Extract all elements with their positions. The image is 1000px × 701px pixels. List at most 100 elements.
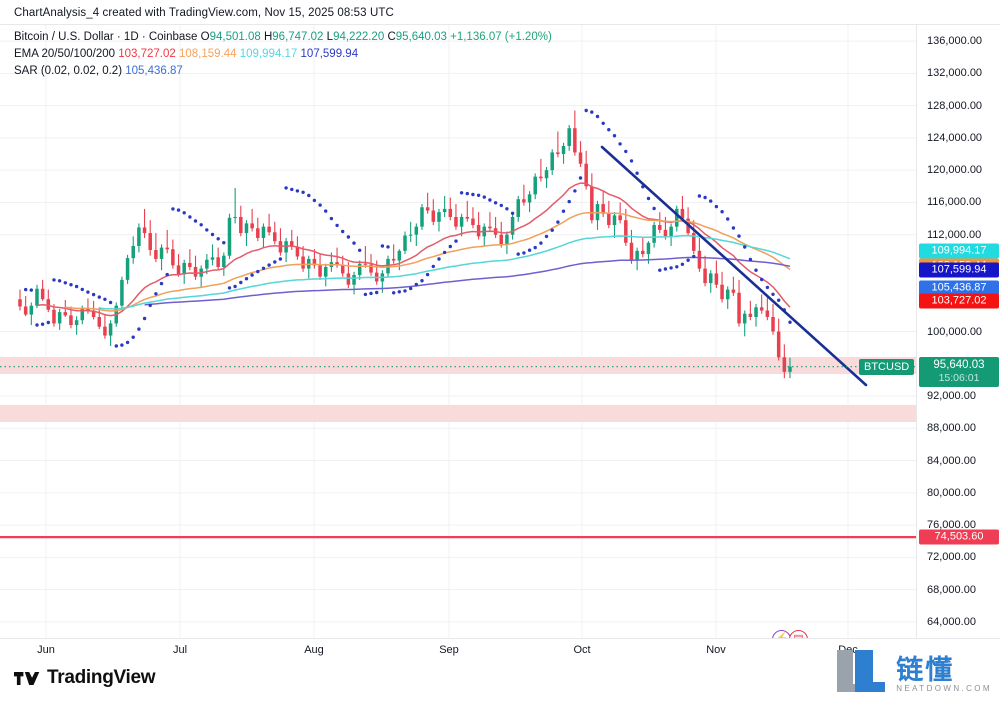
sar-dot: [358, 248, 362, 252]
candle-body: [408, 234, 413, 236]
sar-dot: [482, 195, 486, 199]
legend-ema50-value: 108,159.44: [179, 48, 237, 60]
legend-close-value: 95,640.03: [395, 31, 447, 43]
candle-body: [618, 215, 622, 221]
candle-body: [788, 366, 792, 372]
sar-dot: [550, 228, 554, 232]
candle-body: [250, 223, 254, 229]
sar-dot: [137, 327, 141, 331]
sar-dot: [754, 268, 758, 272]
candle-body: [680, 208, 685, 219]
support-line-tag[interactable]: 74,503.60: [919, 529, 999, 545]
sar-dot: [714, 204, 719, 209]
sar-dot: [273, 260, 277, 264]
sar-dot: [652, 206, 656, 211]
candle-body: [318, 265, 322, 277]
sar-dot: [154, 292, 158, 296]
price-scale[interactable]: 136,000.00 132,000.00 128,000.00 124,000.00…: [859, 25, 1000, 638]
candle-body: [663, 229, 668, 237]
price-tick: 84,000.00: [927, 454, 976, 467]
candle-body: [561, 145, 566, 155]
sar-dot: [703, 195, 707, 200]
sar-dot: [284, 186, 288, 190]
last-price-value: 95,640.03: [933, 358, 985, 371]
sar-dot: [341, 229, 345, 234]
legend-ema200-value: 107,599.94: [300, 48, 359, 60]
candle-body: [731, 289, 736, 293]
time-tick: Nov: [706, 644, 726, 656]
sar-dot: [171, 207, 175, 211]
legend-sar-title[interactable]: SAR (0.02, 0.02, 0.2): [14, 65, 123, 77]
sar-dot: [352, 241, 356, 245]
time-tick: Sep: [439, 644, 459, 656]
sar-dot: [80, 287, 85, 292]
time-tick: Jun: [37, 644, 55, 656]
last-price-tag[interactable]: 95,640.03 15:06:01: [919, 356, 999, 387]
sar-dot: [69, 283, 73, 287]
candle-body: [205, 259, 209, 269]
sar-dot: [193, 219, 198, 223]
candle-body: [301, 256, 305, 269]
ema20-tag[interactable]: 103,727.02: [919, 293, 999, 309]
candle-body: [476, 225, 481, 237]
brand-name-cn: 链懂: [896, 655, 955, 685]
ema100-tag[interactable]: 109,994.17: [919, 243, 999, 259]
sar-dot: [646, 196, 651, 201]
sar-tag[interactable]: 105,436.87: [919, 280, 999, 296]
candle-body: [188, 262, 192, 267]
sar-dot: [142, 316, 147, 321]
candle-body: [708, 273, 713, 284]
sar-dot: [595, 114, 600, 119]
candle-body: [573, 128, 577, 153]
symbol-pill[interactable]: BTCUSD: [859, 358, 915, 375]
candle-body: [267, 226, 271, 233]
sar-dot: [454, 239, 458, 243]
price-tick: 76,000.00: [927, 519, 976, 532]
sar-dot: [380, 244, 385, 248]
sar-dot: [771, 292, 775, 296]
candle-body: [527, 194, 532, 203]
price-tick: 72,000.00: [927, 551, 976, 564]
sar-dot: [125, 340, 130, 345]
legend-sar-row: SAR (0.02, 0.02, 0.2) 105,436.87: [14, 64, 552, 79]
sar-dot: [459, 191, 464, 195]
candle-body: [40, 288, 45, 300]
candle-body: [18, 299, 22, 307]
sar-dot: [403, 289, 407, 293]
chart-plot-area[interactable]: ⚡▤: [0, 25, 916, 638]
sar-dot: [544, 234, 549, 239]
candle-body: [612, 215, 617, 226]
candle-body: [522, 199, 526, 203]
sar-dot: [335, 223, 339, 228]
descending-resistance[interactable]: [600, 145, 868, 387]
candle-body: [86, 308, 90, 311]
brand-watermark: 链懂 NEATDOWN.COM: [833, 648, 992, 694]
candle-body: [725, 289, 730, 300]
candle-body: [765, 310, 770, 317]
sar-dot: [267, 263, 271, 267]
candle-body: [108, 323, 113, 336]
candle-body: [459, 216, 464, 227]
sar-dot: [46, 320, 50, 325]
candle-body: [550, 152, 554, 171]
legend-symbol[interactable]: Bitcoin / U.S. Dollar · 1D · Coinbase: [14, 31, 198, 43]
candle-body: [488, 226, 492, 229]
candle-body: [431, 210, 436, 222]
sar-dot: [103, 297, 107, 301]
sar-dot: [97, 295, 102, 299]
legend-ema-title[interactable]: EMA 20/50/100/200: [14, 48, 116, 60]
sar-dot: [731, 226, 736, 230]
candle-body: [69, 315, 73, 326]
ema200-tag[interactable]: 107,599.94: [919, 262, 999, 278]
sar-dot: [369, 291, 373, 296]
candle-body: [771, 316, 775, 332]
sar-dot: [29, 288, 33, 292]
sar-dot: [476, 193, 481, 197]
sar-dot: [567, 199, 571, 204]
sar-dot: [233, 284, 237, 289]
sar-dot: [312, 198, 317, 203]
chart-canvas: [0, 25, 916, 638]
candle-body: [499, 234, 504, 245]
attribution-text: ChartAnalysis_4 created with TradingView…: [14, 7, 394, 19]
sar-dot: [618, 142, 622, 146]
